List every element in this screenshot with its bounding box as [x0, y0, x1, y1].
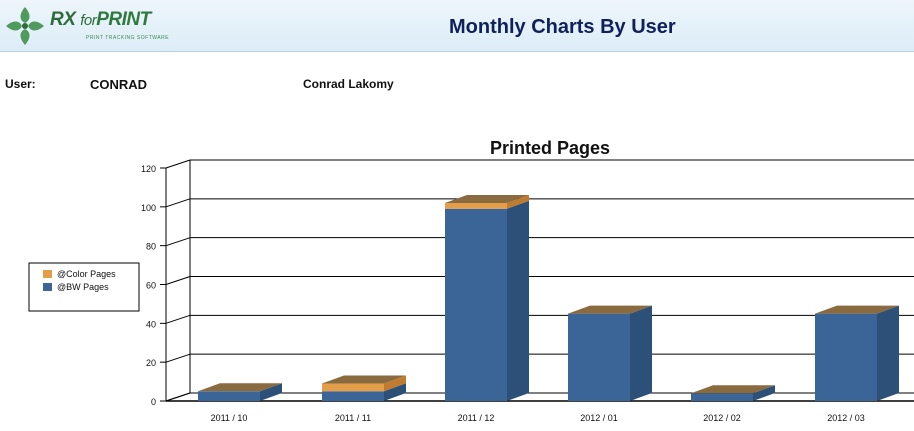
gridline-diagonal: [165, 392, 191, 402]
leaf-logo-icon: [6, 7, 44, 45]
color-pages-bar-side: [507, 194, 529, 209]
color-pages-bar-side: [384, 375, 406, 392]
printed-pages-chart: Printed Pages 0 20 40 60 80 100 120 2011 / 10 201…: [28, 138, 914, 423]
x-tick-label: 2012 / 02: [703, 413, 741, 423]
bw-pages-bar-side: [507, 200, 529, 401]
chart-title: Printed Pages: [490, 138, 610, 158]
header-bar: RX forPRINT PRINT TRACKING SOFTWARE Mont…: [0, 0, 914, 52]
legend-label: @Color Pages: [57, 269, 116, 279]
bw-pages-bar-side: [384, 383, 406, 401]
bar-top: [198, 383, 282, 392]
y-tick-label: 80: [146, 242, 156, 252]
bw-pages-bar: [322, 391, 384, 401]
bw-pages-bar-side: [753, 385, 775, 401]
gridline-diagonal: [165, 353, 191, 363]
y-tick-label: 20: [146, 358, 156, 368]
bar-top: [815, 305, 899, 314]
page-title: Monthly Charts By User: [449, 16, 676, 38]
x-tick-label: 2011 / 10: [211, 413, 248, 423]
bar-top: [322, 375, 406, 384]
bar-top: [691, 385, 775, 394]
color-pages-bar: [445, 202, 507, 209]
bar-top: [445, 194, 529, 203]
legend-label: @BW Pages: [57, 282, 109, 292]
bar-group: [445, 194, 529, 401]
x-tick-label: 2012 / 01: [580, 413, 618, 423]
y-tick-label: 0: [151, 397, 156, 407]
gridline-diagonal: [165, 237, 191, 247]
color-pages-bar: [322, 383, 384, 392]
bw-pages-bar: [691, 393, 753, 401]
bw-pages-bar: [568, 313, 630, 401]
bw-pages-bar: [445, 208, 507, 401]
logo-tagline: PRINT TRACKING SOFTWARE: [86, 35, 170, 41]
gridline-diagonal: [165, 198, 191, 208]
x-tick-label: 2012 / 03: [827, 413, 865, 423]
y-tick-label: 100: [141, 203, 156, 213]
user-label: User:: [5, 77, 36, 91]
legend-swatch: [43, 283, 52, 291]
bar-group: [568, 305, 652, 401]
bw-pages-bar-side: [630, 305, 652, 401]
bw-pages-bar-side: [260, 383, 282, 401]
user-id: CONRAD: [90, 77, 148, 92]
y-tick-label: 120: [141, 164, 156, 174]
user-full-name: Conrad Lakomy: [303, 77, 394, 91]
bw-pages-bar: [198, 391, 260, 401]
y-tick-label: 60: [146, 281, 156, 291]
gridline-diagonal: [165, 159, 191, 169]
app-logo: RX forPRINT PRINT TRACKING SOFTWARE: [4, 5, 169, 47]
bar-group: [815, 305, 899, 401]
logo-wordmark: RX forPRINT: [50, 9, 151, 30]
legend-swatch: [43, 270, 52, 278]
bar-group: [198, 383, 282, 401]
gridline-diagonal: [165, 314, 191, 324]
y-tick-label: 40: [146, 319, 156, 329]
gridline-diagonal: [165, 276, 191, 285]
bar-top: [568, 305, 652, 314]
bar-group: [322, 375, 406, 401]
x-tick-label: 2011 / 12: [458, 413, 495, 423]
bw-pages-bar: [815, 313, 877, 401]
bw-pages-bar-side: [877, 305, 899, 401]
x-tick-label: 2011 / 11: [335, 413, 371, 423]
bar-group: [691, 385, 775, 401]
